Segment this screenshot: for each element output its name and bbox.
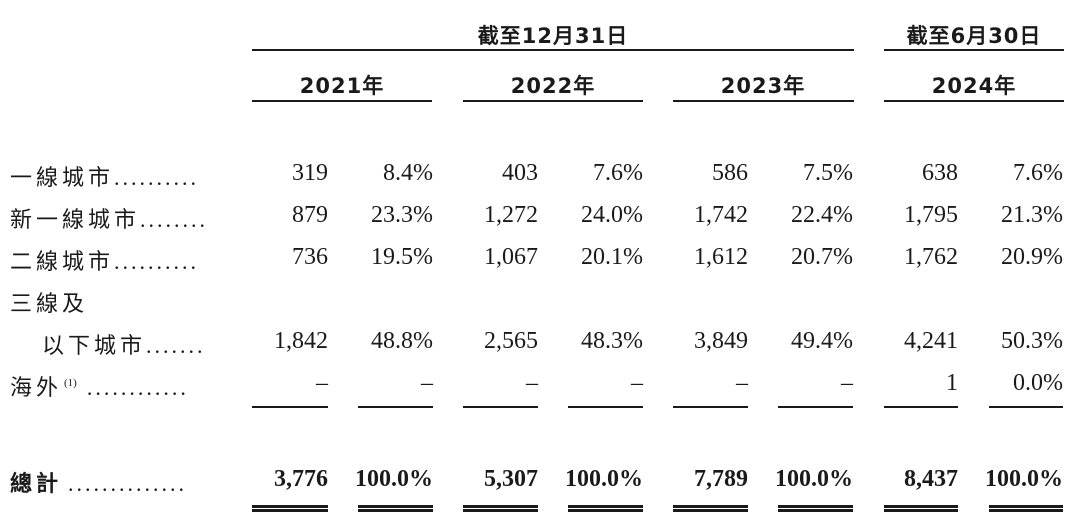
total-double-rule xyxy=(778,505,853,512)
cell-tier1-2024-pct: 7.6% xyxy=(1013,160,1063,186)
cell-tier2-2022-count: 1,067 xyxy=(484,244,538,270)
subtotal-rule xyxy=(252,406,328,408)
cell-total-2021-count: 3,776 xyxy=(274,466,328,492)
row-label-total: 總計.............. xyxy=(10,471,188,497)
cell-overseas-2021-pct: – xyxy=(421,370,433,396)
row-label-tier1: 一線城市.......... xyxy=(10,165,200,191)
header-rule-dec31 xyxy=(252,49,854,51)
cell-overseas-2021-count: – xyxy=(316,370,328,396)
cell-tier3-2024-count: 4,241 xyxy=(904,328,958,354)
cell-tier3-2023-pct: 49.4% xyxy=(791,328,853,354)
cell-new-tier1-2022-pct: 24.0% xyxy=(581,202,643,228)
year-header-2024: 2024年 xyxy=(931,74,1017,98)
cell-tier2-2023-count: 1,612 xyxy=(694,244,748,270)
cell-total-2024-count: 8,437 xyxy=(904,466,958,492)
cell-overseas-2023-pct: – xyxy=(841,370,853,396)
cell-tier2-2024-count: 1,762 xyxy=(904,244,958,270)
cell-total-2023-count: 7,789 xyxy=(694,466,748,492)
cell-tier3-2022-pct: 48.3% xyxy=(581,328,643,354)
cell-tier2-2021-count: 736 xyxy=(292,244,328,270)
cell-overseas-2022-count: – xyxy=(526,370,538,396)
total-double-rule xyxy=(358,505,433,512)
cell-total-2022-pct: 100.0% xyxy=(565,466,643,492)
cell-tier1-2024-count: 638 xyxy=(922,160,958,186)
cell-overseas-2023-count: – xyxy=(736,370,748,396)
year-header-2023: 2023年 xyxy=(720,74,806,98)
cell-tier1-2022-count: 403 xyxy=(502,160,538,186)
cell-tier1-2022-pct: 7.6% xyxy=(593,160,643,186)
cell-tier2-2024-pct: 20.9% xyxy=(1001,244,1063,270)
total-double-rule xyxy=(884,505,958,512)
total-double-rule xyxy=(568,505,643,512)
subtotal-rule xyxy=(463,406,538,408)
cell-tier3-2022-count: 2,565 xyxy=(484,328,538,354)
cell-tier2-2023-pct: 20.7% xyxy=(791,244,853,270)
subtotal-rule xyxy=(778,406,853,408)
year-rule-2022 xyxy=(463,100,643,102)
header-rule-jun30 xyxy=(884,49,1064,51)
year-header-2021: 2021年 xyxy=(299,74,385,98)
header-period-dec31: 截至12月31日 xyxy=(477,24,629,48)
cell-total-2024-pct: 100.0% xyxy=(985,466,1063,492)
year-rule-2021 xyxy=(252,100,432,102)
cell-new-tier1-2022-count: 1,272 xyxy=(484,202,538,228)
row-label-new-tier1: 新一線城市........ xyxy=(10,207,209,233)
total-double-rule xyxy=(989,505,1063,512)
cell-new-tier1-2024-pct: 21.3% xyxy=(1001,202,1063,228)
cell-new-tier1-2024-count: 1,795 xyxy=(904,202,958,228)
total-double-rule xyxy=(252,505,328,512)
footnote-marker: (1) xyxy=(64,377,77,389)
row-label-tier3-line1: 三線及 xyxy=(10,292,89,317)
cell-overseas-2022-pct: – xyxy=(631,370,643,396)
cell-total-2022-count: 5,307 xyxy=(484,466,538,492)
cell-total-2023-pct: 100.0% xyxy=(775,466,853,492)
year-header-2022: 2022年 xyxy=(510,74,596,98)
cell-total-2021-pct: 100.0% xyxy=(355,466,433,492)
cell-new-tier1-2023-count: 1,742 xyxy=(694,202,748,228)
row-label-tier3-line2: 以下城市....... xyxy=(42,333,206,359)
subtotal-rule xyxy=(989,406,1063,408)
cell-tier1-2021-pct: 8.4% xyxy=(383,160,433,186)
total-double-rule xyxy=(673,505,748,512)
cell-tier2-2022-pct: 20.1% xyxy=(581,244,643,270)
cell-overseas-2024-count: 1 xyxy=(946,370,958,396)
subtotal-rule xyxy=(568,406,643,408)
cell-tier3-2024-pct: 50.3% xyxy=(1001,328,1063,354)
cell-overseas-2024-pct: 0.0% xyxy=(1013,370,1063,396)
cell-tier2-2021-pct: 19.5% xyxy=(371,244,433,270)
cell-tier3-2021-pct: 48.8% xyxy=(371,328,433,354)
cell-new-tier1-2021-count: 879 xyxy=(292,202,328,228)
cell-tier3-2021-count: 1,842 xyxy=(274,328,328,354)
cell-new-tier1-2021-pct: 23.3% xyxy=(371,202,433,228)
cell-new-tier1-2023-pct: 22.4% xyxy=(791,202,853,228)
row-label-overseas: 海外 (1)............ xyxy=(10,375,189,401)
cell-tier3-2023-count: 3,849 xyxy=(694,328,748,354)
header-period-jun30: 截至6月30日 xyxy=(906,24,1042,48)
year-rule-2024 xyxy=(884,100,1064,102)
subtotal-rule xyxy=(884,406,958,408)
cell-tier1-2023-pct: 7.5% xyxy=(803,160,853,186)
subtotal-rule xyxy=(673,406,748,408)
cell-tier1-2023-count: 586 xyxy=(712,160,748,186)
row-label-tier2: 二線城市.......... xyxy=(10,249,200,275)
cell-tier1-2021-count: 319 xyxy=(292,160,328,186)
total-double-rule xyxy=(463,505,538,512)
year-rule-2023 xyxy=(673,100,854,102)
subtotal-rule xyxy=(358,406,433,408)
